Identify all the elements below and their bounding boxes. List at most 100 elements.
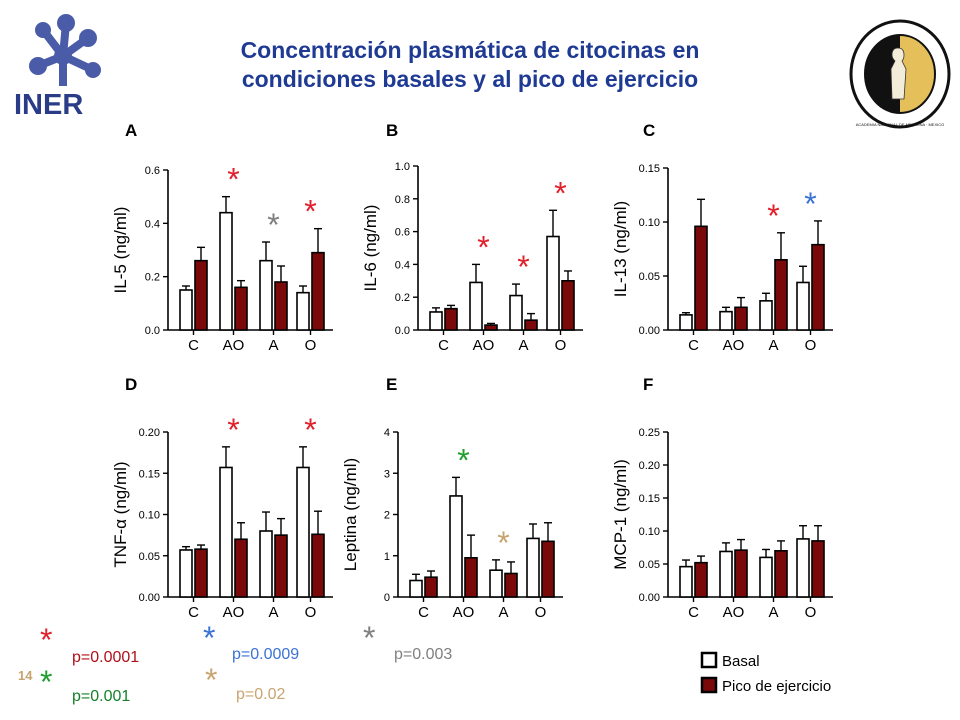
y-tick-label: 0.00 xyxy=(639,592,660,604)
bar-peak xyxy=(541,540,555,598)
x-tick-label: A xyxy=(768,337,778,354)
significance-star: * xyxy=(804,186,816,222)
y-tick-label: 0.10 xyxy=(639,217,660,229)
bar-basal xyxy=(179,549,193,598)
x-tick-label: AO xyxy=(223,604,245,621)
bar-peak xyxy=(734,306,748,331)
iner-molecule-icon xyxy=(29,14,101,86)
panel-letter: A xyxy=(125,121,137,140)
bar-peak xyxy=(424,576,438,598)
y-tick-label: 0 xyxy=(384,592,390,604)
legend-star-blue: * xyxy=(203,620,216,656)
seal-text: ACADEMIA NACIONAL DE MEDICINA · MEXICO xyxy=(856,122,945,127)
bar-basal xyxy=(526,537,540,598)
bar-basal xyxy=(429,311,443,331)
y-tick-label: 0.2 xyxy=(395,292,410,304)
bar-peak xyxy=(311,533,325,598)
y-tick-label: 0.20 xyxy=(639,460,660,472)
significance-star: * xyxy=(304,194,316,230)
y-axis-label: IL-13 (ng/ml) xyxy=(611,201,630,297)
x-tick-label: AO xyxy=(723,604,745,621)
panel-letter: D xyxy=(125,375,137,394)
bar-peak xyxy=(734,549,748,598)
bar-basal xyxy=(219,211,233,331)
legend-label-peak: Pico de ejercicio xyxy=(722,678,831,695)
y-tick-label: 0.0 xyxy=(145,325,160,337)
legend-label-red: p=0.0001 xyxy=(72,649,140,666)
y-tick-label: 0.15 xyxy=(139,468,160,480)
bar-peak xyxy=(484,324,498,331)
y-axis-label: IL-6 (ng/ml) xyxy=(361,205,380,292)
bar-peak xyxy=(811,540,825,598)
bar-peak xyxy=(774,258,788,331)
panel-letter: F xyxy=(643,375,653,394)
bar-peak xyxy=(774,549,788,598)
page-title: Concentración plasmática de citocinas en… xyxy=(150,36,790,94)
x-tick-label: A xyxy=(518,337,528,354)
legend-label-blue: p=0.0009 xyxy=(232,646,300,663)
x-tick-label: C xyxy=(418,604,429,621)
slide-number: 14 xyxy=(18,668,33,683)
bar-basal xyxy=(759,556,773,598)
bar-peak xyxy=(274,534,288,598)
bar-basal xyxy=(719,310,733,331)
bar-basal xyxy=(796,281,810,331)
bar-basal xyxy=(449,495,463,598)
x-tick-label: C xyxy=(688,337,699,354)
legend-star-gray: * xyxy=(363,620,376,656)
bar-peak xyxy=(311,251,325,331)
significance-star: * xyxy=(554,175,566,211)
y-axis-label: IL-5 (ng/ml) xyxy=(111,207,130,294)
y-tick-label: 0.20 xyxy=(139,427,160,439)
statue-icon xyxy=(890,47,907,100)
chart-panel-b: BIL-6 (ng/ml)0.00.20.40.60.81.0C AO A O*** xyxy=(361,121,583,354)
y-tick-label: 3 xyxy=(384,468,390,480)
title-line-1: Concentración plasmática de citocinas en xyxy=(240,37,700,63)
bar-peak xyxy=(694,561,708,598)
legend-swatch-peak xyxy=(700,676,718,694)
significance-star: * xyxy=(227,162,239,198)
y-tick-label: 0.2 xyxy=(145,272,160,284)
bar-peak xyxy=(194,259,208,331)
y-axis-label: MCP-1 (ng/ml) xyxy=(611,459,630,570)
significance-star: * xyxy=(267,207,279,243)
x-tick-label: O xyxy=(535,604,547,621)
significance-star: * xyxy=(517,249,529,285)
academia-seal: ACADEMIA NACIONAL DE MEDICINA · MEXICO xyxy=(849,19,951,129)
chart-panel-a: AIL-5 (ng/ml)0.00.20.40.6C AO A O** * xyxy=(111,121,333,354)
x-tick-label: AO xyxy=(723,337,745,354)
x-tick-label: O xyxy=(805,604,817,621)
y-tick-label: 0.0 xyxy=(395,325,410,337)
x-tick-label: AO xyxy=(473,337,495,354)
x-tick-label: C xyxy=(688,604,699,621)
bar-basal xyxy=(219,466,233,598)
bar-peak xyxy=(444,307,458,331)
legend-star-green: * xyxy=(40,664,53,700)
x-tick-label: O xyxy=(555,337,567,354)
bar-peak xyxy=(524,319,538,331)
panel-letter: B xyxy=(386,121,398,140)
bar-peak xyxy=(504,572,518,598)
y-tick-label: 1 xyxy=(384,551,390,563)
bar-basal xyxy=(259,530,273,598)
x-tick-label: C xyxy=(188,604,199,621)
legend-label-basal: Basal xyxy=(722,653,760,670)
legend-label-tan: p=0.02 xyxy=(236,686,286,703)
y-tick-label: 4 xyxy=(384,427,390,439)
bar-peak xyxy=(694,225,708,331)
y-tick-label: 0.15 xyxy=(639,163,660,175)
y-tick-label: 0.10 xyxy=(139,510,160,522)
bar-basal xyxy=(179,289,193,331)
bar-basal xyxy=(296,466,310,598)
y-tick-label: 0.00 xyxy=(639,325,660,337)
y-tick-label: 0.15 xyxy=(639,493,660,505)
significance-star: * xyxy=(767,198,779,234)
bar-basal xyxy=(509,294,523,331)
x-tick-label: AO xyxy=(223,337,245,354)
iner-logo-text: INER xyxy=(14,89,83,120)
bar-basal xyxy=(409,579,423,598)
bar-peak xyxy=(464,557,478,598)
bar-basal xyxy=(469,281,483,331)
bar-basal xyxy=(679,314,693,331)
